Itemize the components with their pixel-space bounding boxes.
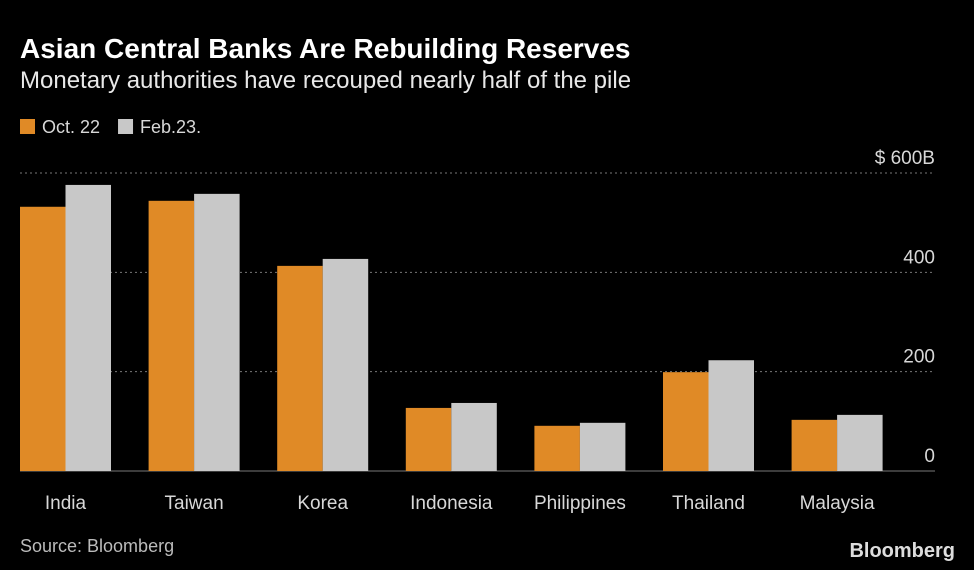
chart-title: Asian Central Banks Are Rebuilding Reser…	[20, 33, 631, 64]
y-tick-label: $ 600B	[875, 148, 935, 169]
legend-label: Feb.23.	[140, 117, 201, 137]
bar	[20, 206, 66, 472]
x-tick-label: Thailand	[672, 493, 745, 514]
logo: Bloomberg	[849, 540, 955, 562]
bar	[579, 422, 626, 471]
source: Source: Bloomberg	[20, 536, 174, 556]
legend-swatch	[20, 119, 35, 134]
bar	[451, 402, 497, 471]
x-tick-label: Malaysia	[800, 493, 875, 514]
bar	[148, 200, 195, 471]
bar	[534, 425, 580, 471]
x-tick-label: Korea	[297, 493, 348, 514]
bar	[322, 258, 369, 471]
x-tick-label: India	[45, 493, 87, 514]
y-tick-label: 0	[924, 446, 935, 467]
bar	[708, 360, 754, 471]
legend-swatch	[118, 119, 134, 134]
x-tick-label: Philippines	[534, 493, 626, 514]
bar	[663, 372, 709, 471]
x-tick-label: Indonesia	[410, 493, 493, 514]
bar	[405, 407, 452, 471]
y-tick-label: 400	[903, 247, 935, 268]
y-tick-label: 200	[903, 347, 935, 368]
bar	[837, 414, 883, 471]
bar	[791, 419, 838, 471]
legend-label: Oct. 22	[42, 117, 100, 137]
x-tick-label: Taiwan	[165, 493, 224, 514]
bar	[65, 184, 111, 472]
bar	[194, 193, 240, 472]
chart-subtitle: Monetary authorities have recouped nearl…	[20, 67, 631, 94]
bar	[277, 265, 323, 471]
